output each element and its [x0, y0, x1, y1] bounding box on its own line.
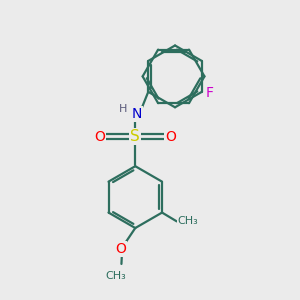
Text: N: N	[132, 107, 142, 121]
Text: O: O	[115, 242, 126, 256]
Text: O: O	[94, 130, 105, 144]
Text: H: H	[119, 104, 128, 114]
Text: CH₃: CH₃	[106, 271, 127, 281]
Text: S: S	[130, 129, 140, 144]
Text: F: F	[205, 86, 213, 100]
Text: O: O	[165, 130, 176, 144]
Text: CH₃: CH₃	[178, 216, 198, 226]
